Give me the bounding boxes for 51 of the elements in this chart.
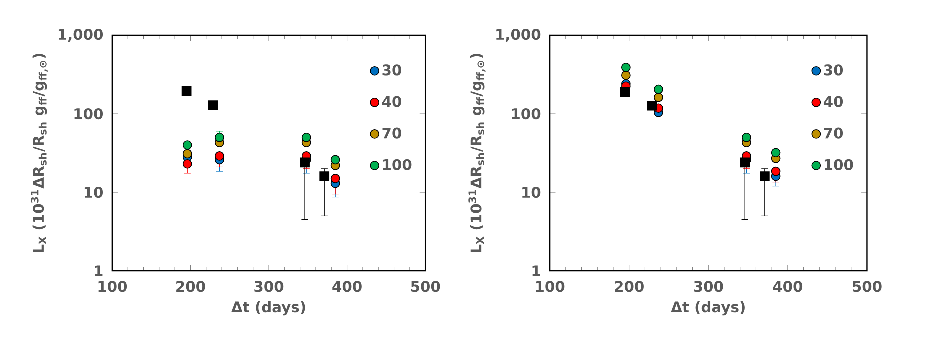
- legend-label: 30: [824, 64, 844, 76]
- x-tick-label: 500: [411, 281, 440, 292]
- point: [760, 172, 770, 182]
- x-tick-label: 300: [254, 281, 284, 292]
- legend-label: 70: [382, 128, 402, 139]
- x-tick-label: 500: [853, 281, 882, 292]
- x-axis-title: Δt (days): [671, 301, 745, 316]
- point: [622, 70, 631, 80]
- point: [302, 132, 312, 142]
- point: [215, 152, 224, 161]
- point: [654, 92, 664, 102]
- point: [771, 166, 781, 176]
- text: L$_{X}$ (10$^{31}$ΔR$_{sh}$/R$_{sh}$ g$_{ff}$/g$_{ff,⊙}$): [468, 54, 486, 253]
- y-tick-label: 1,000: [496, 29, 541, 42]
- y-tick-label: 10: [522, 186, 541, 198]
- y-tick-label: 10: [84, 186, 104, 198]
- point: [320, 172, 330, 182]
- x-tick-label: 300: [694, 281, 724, 292]
- point: [654, 84, 664, 94]
- point: [622, 62, 631, 72]
- point: [330, 155, 340, 165]
- x-tick-label: 400: [773, 281, 803, 292]
- x-tick-label: 200: [615, 281, 644, 292]
- y-tick-label: 100: [74, 108, 104, 120]
- point: [771, 148, 781, 158]
- x-tick-label: 400: [332, 281, 362, 292]
- x-tick-label: 100: [98, 281, 128, 292]
- point: [330, 174, 340, 184]
- y-tick-label: 100: [512, 108, 541, 120]
- point: [647, 100, 658, 111]
- point: [620, 87, 630, 98]
- point: [182, 86, 192, 96]
- legend-label: 100: [383, 159, 412, 170]
- legend-label: 70: [824, 128, 844, 139]
- legend-label: 40: [382, 96, 402, 108]
- legend-label: 100: [824, 159, 854, 170]
- text: L$_{X}$ (10$^{31}$ΔR$_{sh}$/R$_{sh}$ g$_{ff}$/g$_{ff,⊙}$): [31, 54, 48, 253]
- x-tick-label: 200: [176, 281, 206, 292]
- legend-label: 40: [824, 96, 844, 108]
- y-tick-label: 1: [532, 266, 540, 276]
- y-tick-label: 1: [95, 266, 103, 276]
- x-tick-label: 100: [536, 281, 565, 292]
- legend-label: 30: [382, 64, 402, 76]
- point: [182, 140, 192, 150]
- point: [208, 100, 218, 111]
- point: [215, 132, 224, 142]
- point: [182, 149, 192, 159]
- y-tick-label: 1,000: [58, 29, 104, 42]
- point: [182, 159, 192, 169]
- point: [742, 132, 752, 142]
- x-axis-title: Δt (days): [232, 301, 306, 316]
